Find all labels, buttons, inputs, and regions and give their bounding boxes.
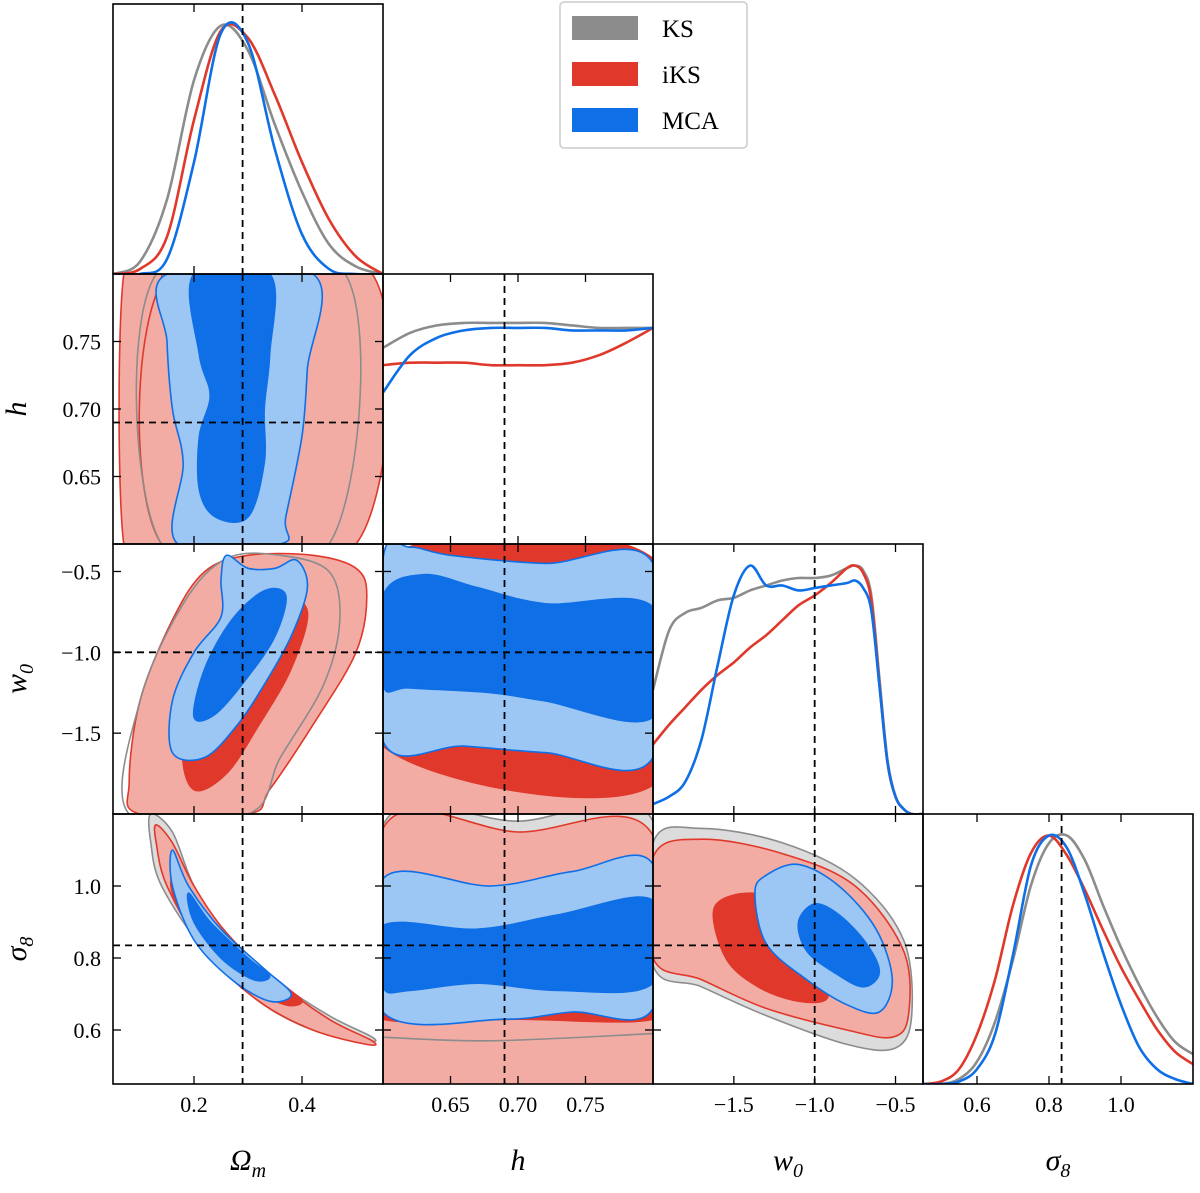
panel-omega-m-w0: [121, 552, 368, 814]
y-axis-label-w0: w0: [0, 664, 38, 694]
x-tick-label-omega-m: 0.4: [288, 1092, 316, 1117]
y-tick-label-w0: −1.5: [61, 721, 101, 746]
x-axis-label-w0: w0: [773, 1144, 803, 1182]
marginal-sigma8-mca: [923, 833, 1193, 1084]
marginal-w0-mca: [653, 564, 923, 814]
x-axis-label-omega-m: Ωm: [230, 1144, 266, 1182]
x-tick-label-sigma8: 1.0: [1107, 1092, 1135, 1117]
contour-mca-inner: [186, 892, 271, 982]
x-tick-label-omega-m: 0.2: [180, 1092, 208, 1117]
legend-swatch-ks: [572, 16, 638, 40]
contour-ks-outer: [147, 814, 377, 1043]
axis-labels: 0.2 0.4 Ωm 0.65 0.70 0.75 h −1.5 −1.0 −0.5 w0 0.6 0.…: [0, 330, 1135, 1183]
y-tick-label-h: 0.70: [63, 397, 102, 422]
x-tick-label-h: 0.75: [566, 1092, 605, 1117]
panel-w0-sigma8: [653, 826, 914, 1052]
legend-label-ks: KS: [662, 16, 694, 43]
marginal-w0: [653, 563, 923, 814]
y-tick-label-sigma8: 0.6: [74, 1018, 102, 1043]
panel-h-w0: [383, 544, 653, 814]
truth-lines: [113, 4, 1063, 1084]
contour-mca-inner: [188, 274, 277, 523]
panel-omega-m-sigma8: [147, 814, 377, 1046]
marginal-w0-iks: [653, 563, 923, 814]
y-axis-label-sigma8: σ8: [0, 937, 38, 962]
marginal-h-mca: [383, 326, 653, 394]
x-tick-label-h: 0.65: [431, 1092, 470, 1117]
marginal-sigma8-ks: [923, 833, 1193, 1084]
x-axis-label-h: h: [511, 1144, 526, 1177]
contour-iks-outer: [153, 823, 377, 1046]
y-tick-label-sigma8: 1.0: [74, 874, 102, 899]
legend-swatch-mca: [572, 108, 638, 132]
legend: KS iKS MCA: [559, 1, 748, 149]
contour-ks-outer-line: [121, 552, 341, 814]
marginal-h-iks: [383, 326, 653, 367]
x-tick-label-w0: −0.5: [876, 1092, 916, 1117]
y-tick-label-w0: −1.0: [61, 640, 101, 665]
marginal-sigma8: [923, 833, 1193, 1084]
panel-frame: [922, 813, 1194, 1085]
marginal-omega-m: [113, 21, 383, 274]
contour-ks-outer-line: [383, 1032, 653, 1042]
panel-frames: [112, 3, 1194, 1085]
y-axis-label-h: h: [0, 402, 33, 417]
x-tick-label-sigma8: 0.8: [1035, 1092, 1063, 1117]
x-tick-label-w0: −1.5: [714, 1092, 754, 1117]
marginal-w0-ks: [653, 564, 923, 814]
contour-mca-inner: [383, 573, 653, 723]
y-tick-label-sigma8: 0.8: [74, 946, 102, 971]
contour-mca-inner: [192, 587, 287, 722]
legend-swatch-iks: [572, 62, 638, 86]
x-tick-label-w0: −1.0: [795, 1092, 835, 1117]
y-tick-label-h: 0.65: [63, 465, 102, 490]
contour-fills: [118, 274, 914, 1084]
x-axis-label-sigma8: σ8: [1046, 1144, 1071, 1182]
x-tick-label-h: 0.70: [499, 1092, 538, 1117]
marginal-sigma8-iks: [923, 834, 1193, 1084]
axis-ticks: [113, 4, 1122, 1084]
legend-label-iks: iKS: [662, 62, 701, 89]
contour-mca-outer: [169, 849, 292, 1003]
panel-frame: [382, 273, 654, 545]
panel-omega-m-h: [118, 274, 383, 544]
marginal-h-ks: [383, 321, 653, 349]
marginal-h: [383, 321, 653, 394]
panel-frame: [652, 543, 924, 815]
panel-h-sigma8: [383, 814, 653, 1084]
legend-label-mca: MCA: [662, 108, 719, 135]
x-tick-label-sigma8: 0.6: [963, 1092, 991, 1117]
marginal-omega-m-mca: [113, 21, 383, 274]
marginal-omega-m-ks: [113, 23, 383, 274]
curve-lines: [113, 21, 1193, 1084]
y-tick-label-h: 0.75: [63, 330, 102, 355]
y-tick-label-w0: −0.5: [61, 559, 101, 584]
